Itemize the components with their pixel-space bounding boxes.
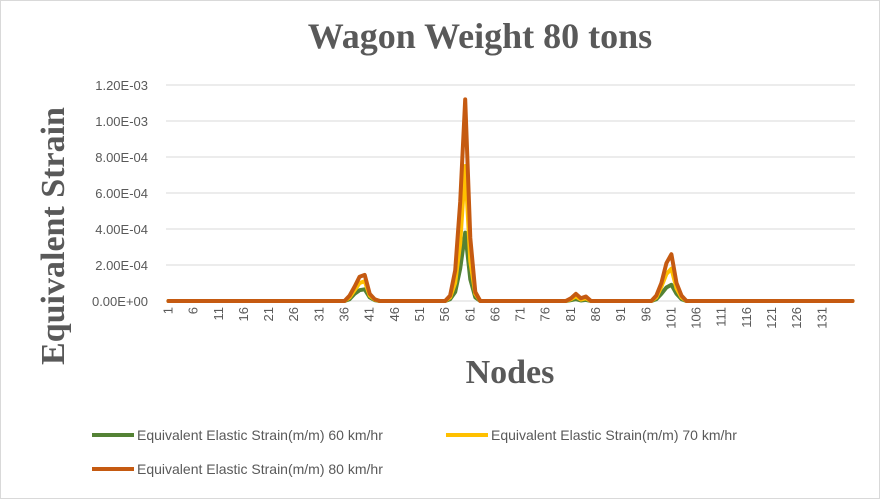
legend-label: Equivalent Elastic Strain(m/m) 70 km/hr: [491, 427, 737, 443]
x-tick-label: 126: [789, 307, 804, 329]
x-tick-label: 116: [739, 307, 754, 328]
x-tick-label: 76: [538, 307, 553, 321]
x-axis-ticks: 1 6 11 16 21 26 31 36 41 46 51 56 61 66 71 76 81 86 91 96 10…: [161, 307, 830, 329]
gridlines: [166, 84, 855, 266]
y-tick-label: 1.20E-03: [95, 78, 148, 93]
series-line: [166, 164, 855, 303]
x-tick-label: 86: [588, 307, 603, 321]
x-tick-label: 71: [513, 307, 528, 321]
x-tick-label: 111: [714, 307, 729, 327]
y-tick-label: 6.00E-04: [95, 186, 148, 201]
x-tick-label: 11: [211, 307, 226, 321]
y-tick-label: 4.00E-04: [95, 222, 148, 237]
x-tick-label: 26: [286, 307, 301, 321]
x-tick-label: 56: [437, 307, 452, 321]
x-tick-label: 96: [638, 307, 653, 321]
x-tick-label: 131: [814, 307, 829, 329]
y-axis-title: Equivalent Strain: [35, 107, 72, 365]
x-tick-label: 81: [563, 307, 578, 321]
x-tick-label: 41: [362, 307, 377, 321]
chart-title: Wagon Weight 80 tons: [308, 16, 652, 56]
x-tick-label: 46: [387, 307, 402, 321]
x-tick-label: 21: [261, 307, 276, 321]
x-tick-label: 91: [613, 307, 628, 321]
x-tick-label: 1: [161, 307, 176, 314]
x-tick-label: 66: [487, 307, 502, 321]
x-tick-label: 51: [412, 307, 427, 321]
y-tick-label: 8.00E-04: [95, 150, 148, 165]
legend-label: Equivalent Elastic Strain(m/m) 80 km/hr: [137, 461, 383, 477]
y-tick-label: 1.00E-03: [95, 114, 148, 129]
x-tick-label: 16: [236, 307, 251, 321]
x-tick-label: 61: [462, 307, 477, 321]
legend: Equivalent Elastic Strain(m/m) 60 km/hr E…: [92, 427, 737, 477]
x-tick-label: 31: [311, 307, 326, 321]
series-lines: [166, 97, 855, 303]
y-tick-label: 2.00E-04: [95, 258, 148, 273]
series-line: [166, 97, 855, 303]
y-tick-label: 0.00E+00: [92, 294, 148, 309]
y-axis-ticks: 0.00E+00 2.00E-04 4.00E-04 6.00E-04 8.00E-04…: [92, 78, 148, 309]
x-tick-label: 101: [663, 307, 678, 329]
x-tick-label: 106: [689, 307, 704, 329]
x-tick-label: 121: [764, 307, 779, 329]
x-tick-label: 36: [337, 307, 352, 321]
series-line: [166, 230, 855, 303]
x-tick-label: 6: [186, 307, 201, 314]
x-axis-title: Nodes: [466, 354, 555, 391]
legend-label: Equivalent Elastic Strain(m/m) 60 km/hr: [137, 427, 383, 443]
